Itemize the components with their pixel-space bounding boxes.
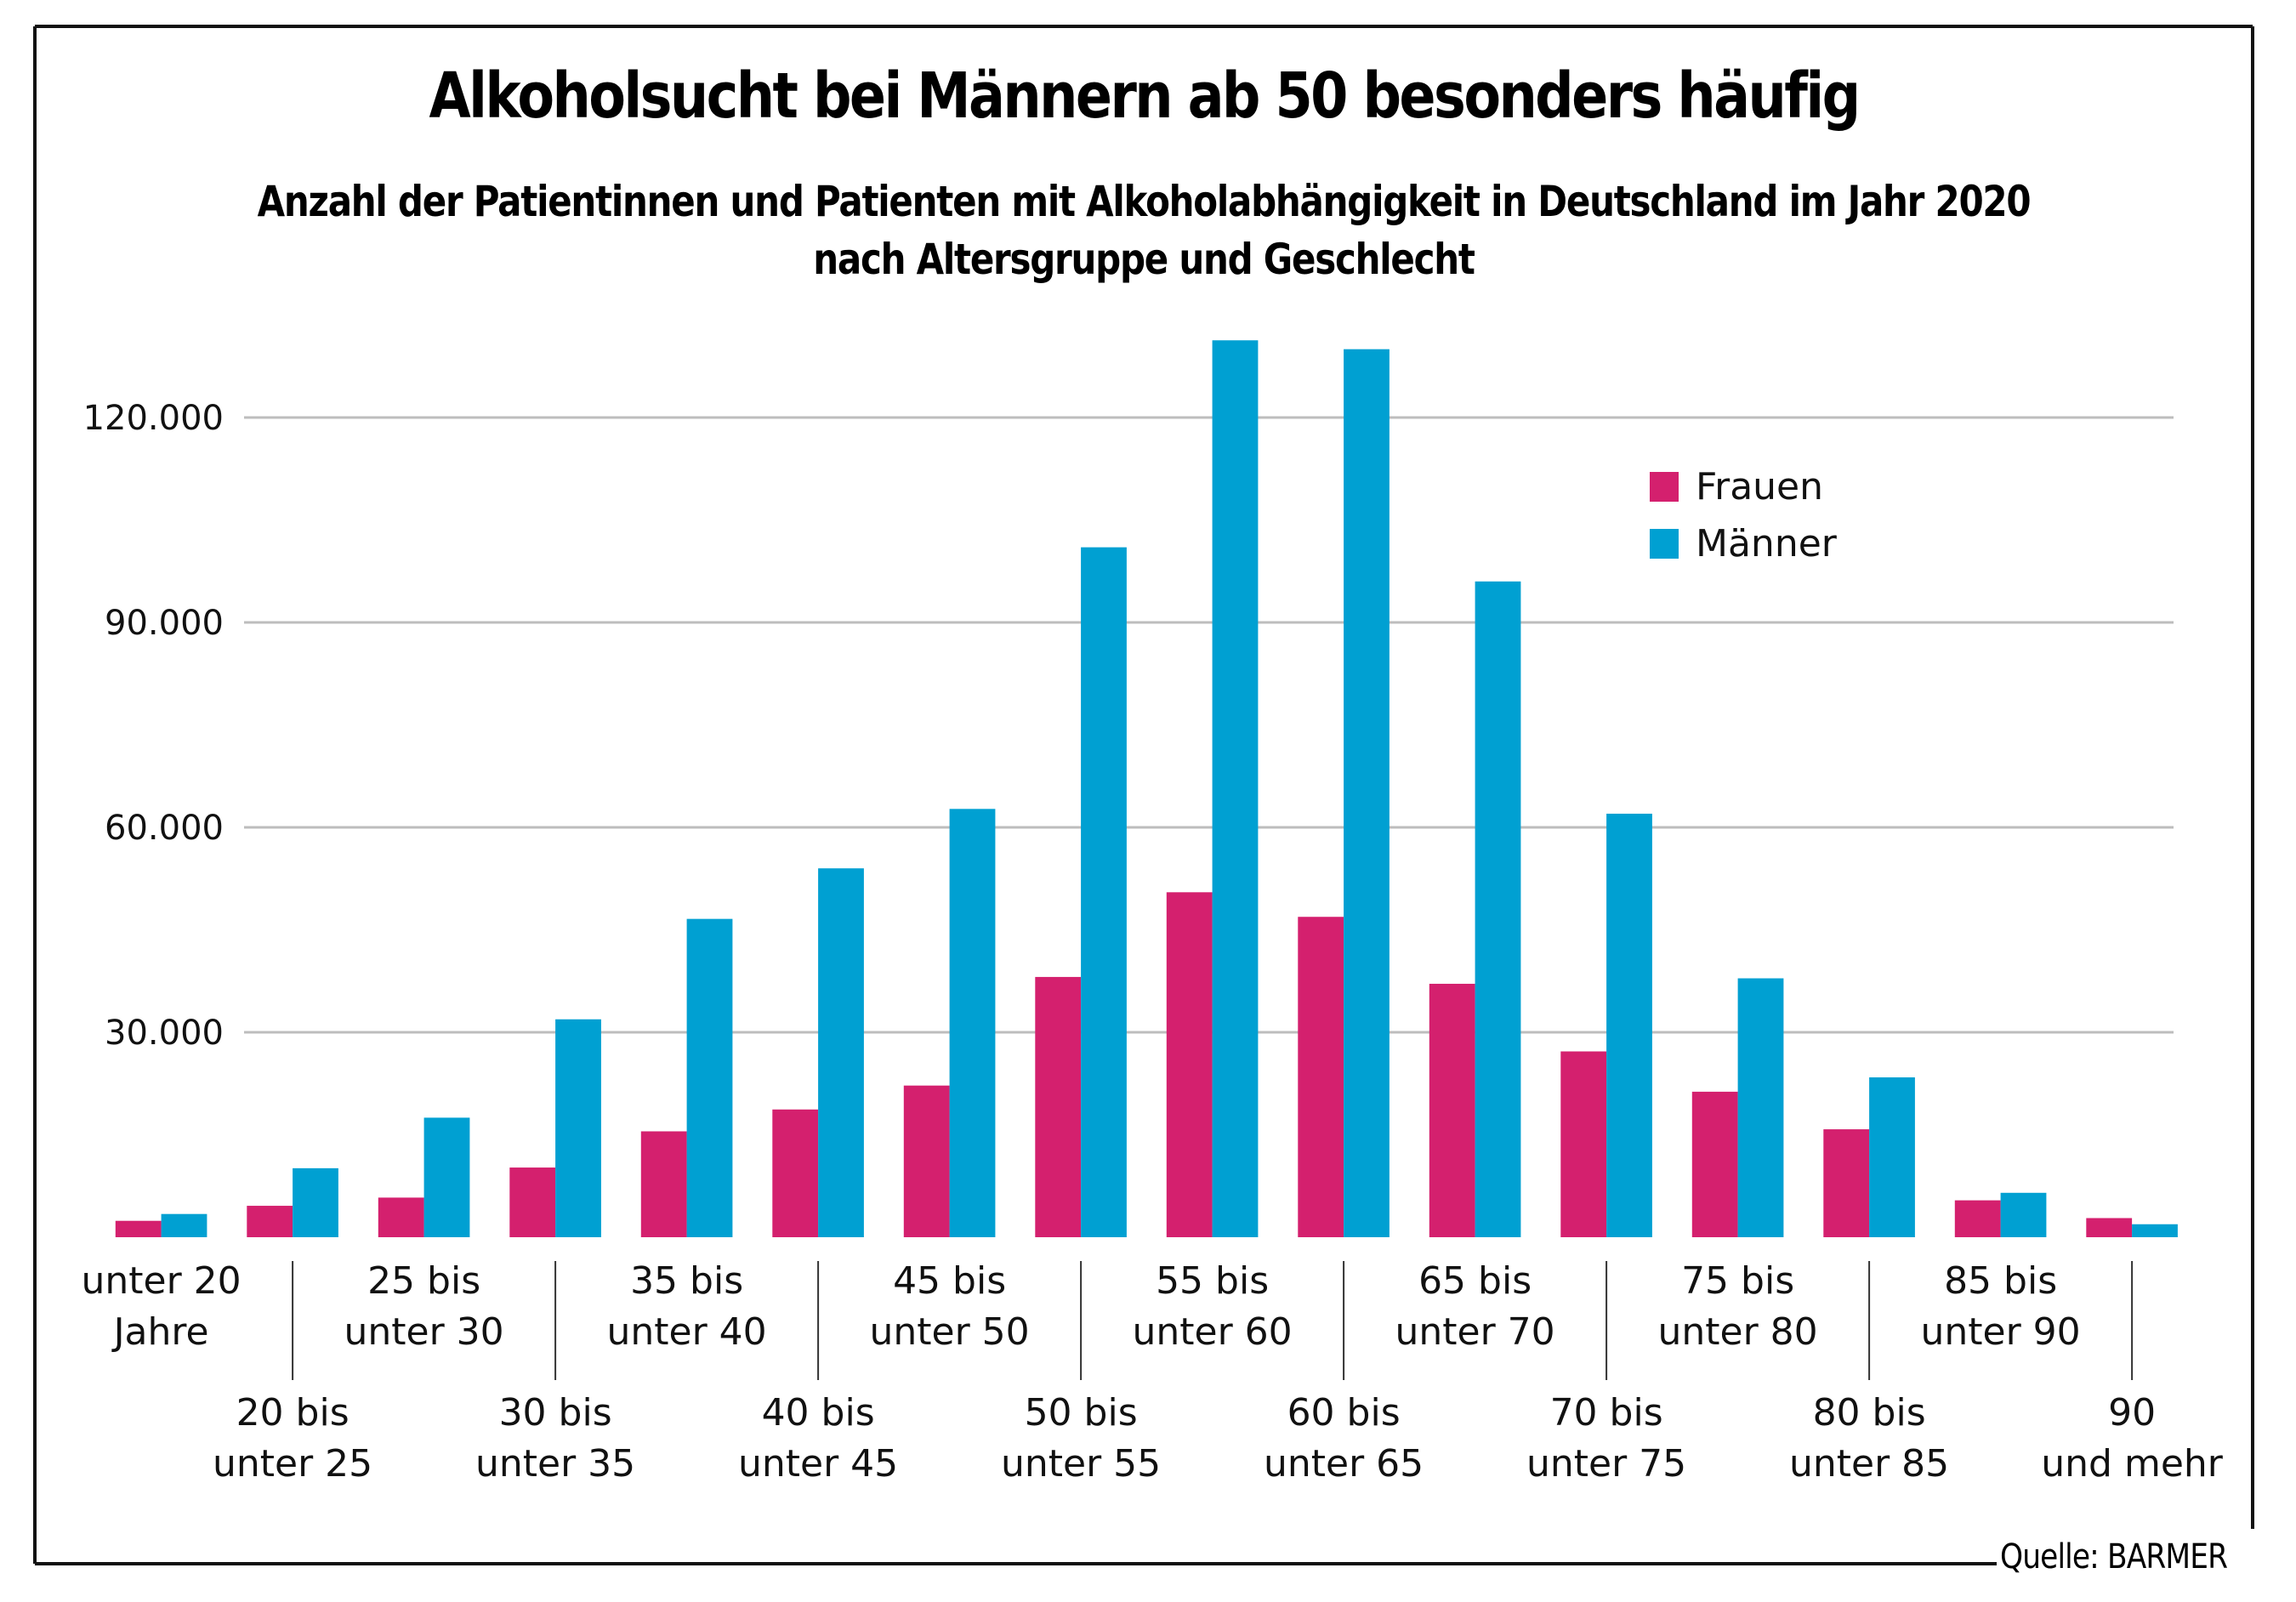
y-tick-label: 30.000 (105, 1014, 224, 1053)
y-axis-tick-labels: 30.000 60.000 90.000 120.000 (83, 399, 224, 1053)
bar-frauen (1954, 1200, 2001, 1237)
bar-frauen (378, 1197, 424, 1237)
x-tick-label: unter 30 (344, 1310, 504, 1354)
x-tick-label: unter 55 (1001, 1442, 1161, 1486)
x-tick-label: unter 70 (1395, 1310, 1555, 1354)
bar-frauen (772, 1109, 819, 1237)
legend-swatch-maenner (1650, 529, 1679, 559)
y-tick-label: 90.000 (105, 604, 224, 643)
y-tick-label: 120.000 (83, 399, 224, 438)
x-tick-label: 85 bis (1944, 1259, 2057, 1303)
x-tick-label: 65 bis (1418, 1259, 1532, 1303)
x-tick-label: unter 75 (1526, 1442, 1686, 1486)
bar-frauen (1560, 1051, 1607, 1237)
x-tick-label: 80 bis (1813, 1391, 1926, 1434)
bar-maenner (1475, 581, 1521, 1237)
x-tick-label: 75 bis (1681, 1259, 1794, 1303)
bar-maenner (423, 1117, 470, 1237)
bar-frauen (247, 1206, 293, 1237)
bar-frauen (2086, 1218, 2133, 1237)
x-tick-label: 45 bis (893, 1259, 1006, 1303)
bar-frauen (1035, 976, 1082, 1237)
x-tick-label: 20 bis (236, 1391, 350, 1434)
x-tick-label: unter 45 (738, 1442, 898, 1486)
legend-swatch-frauen (1650, 472, 1679, 502)
bar-maenner (1212, 340, 1259, 1237)
x-tick-label: unter 85 (1789, 1442, 1949, 1486)
x-tick-label: 30 bis (499, 1391, 612, 1434)
bars (115, 340, 2178, 1238)
chart-subtitle-line-2: nach Altersgruppe und Geschlecht (813, 235, 1475, 284)
x-tick-label: 70 bis (1550, 1391, 1663, 1434)
bar-frauen (1298, 917, 1344, 1237)
bar-maenner (555, 1019, 601, 1237)
bar-maenner (1081, 547, 1127, 1237)
x-tick-label: 90 (2108, 1391, 2156, 1434)
bar-maenner (293, 1167, 338, 1237)
x-tick-label: 25 bis (367, 1259, 480, 1303)
bar-maenner (1737, 978, 1784, 1237)
x-tick-label: unter 60 (1133, 1310, 1293, 1354)
x-tick-label: unter 20 (82, 1259, 242, 1303)
y-tick-label: 60.000 (105, 809, 224, 848)
bar-frauen (509, 1167, 556, 1237)
chart-subtitle-line-1: Anzahl der Patientinnen und Patienten mi… (257, 177, 2032, 226)
x-tick-label: unter 90 (1921, 1310, 2081, 1354)
bar-frauen (1429, 983, 1475, 1237)
x-tick-label: 35 bis (630, 1259, 743, 1303)
x-tick-label: und mehr (2041, 1442, 2224, 1486)
x-tick-label: unter 80 (1658, 1310, 1818, 1354)
bar-frauen (903, 1085, 950, 1237)
source-label: Quelle: BARMER (2000, 1537, 2228, 1576)
legend-label-maenner: Männer (1696, 522, 1838, 565)
bar-maenner (1869, 1077, 1915, 1237)
bar-frauen (1166, 892, 1213, 1237)
bar-frauen (640, 1131, 687, 1237)
x-tick-label: unter 40 (607, 1310, 767, 1354)
chart-title: Alkoholsucht bei Männern ab 50 besonders… (429, 60, 1861, 133)
bar-frauen (1823, 1129, 1870, 1237)
x-tick-label: Jahre (111, 1310, 209, 1354)
bar-maenner (686, 918, 733, 1237)
legend: Frauen Männer (1650, 465, 1838, 565)
bar-frauen (1691, 1091, 1738, 1237)
bar-maenner (949, 809, 996, 1237)
bar-frauen (115, 1220, 162, 1237)
bar-maenner (161, 1213, 207, 1237)
bar-maenner (1606, 813, 1652, 1237)
x-tick-label: unter 35 (475, 1442, 635, 1486)
x-tick-label: unter 65 (1264, 1442, 1424, 1486)
x-tick-label: unter 50 (870, 1310, 1030, 1354)
bar-maenner (2132, 1224, 2178, 1237)
x-tick-label: 55 bis (1156, 1259, 1269, 1303)
bar-maenner (2000, 1192, 2047, 1237)
x-tick-label: unter 25 (213, 1442, 372, 1486)
x-tick-label: 60 bis (1287, 1391, 1401, 1434)
legend-label-frauen: Frauen (1696, 465, 1823, 508)
bar-maenner (818, 868, 864, 1237)
x-tick-label: 50 bis (1025, 1391, 1138, 1434)
bar-maenner (1344, 349, 1390, 1238)
x-axis-labels: unter 20 Jahre 20 bis unter 25 25 bis unter 3… (82, 1259, 2224, 1486)
x-tick-label: 40 bis (762, 1391, 875, 1434)
